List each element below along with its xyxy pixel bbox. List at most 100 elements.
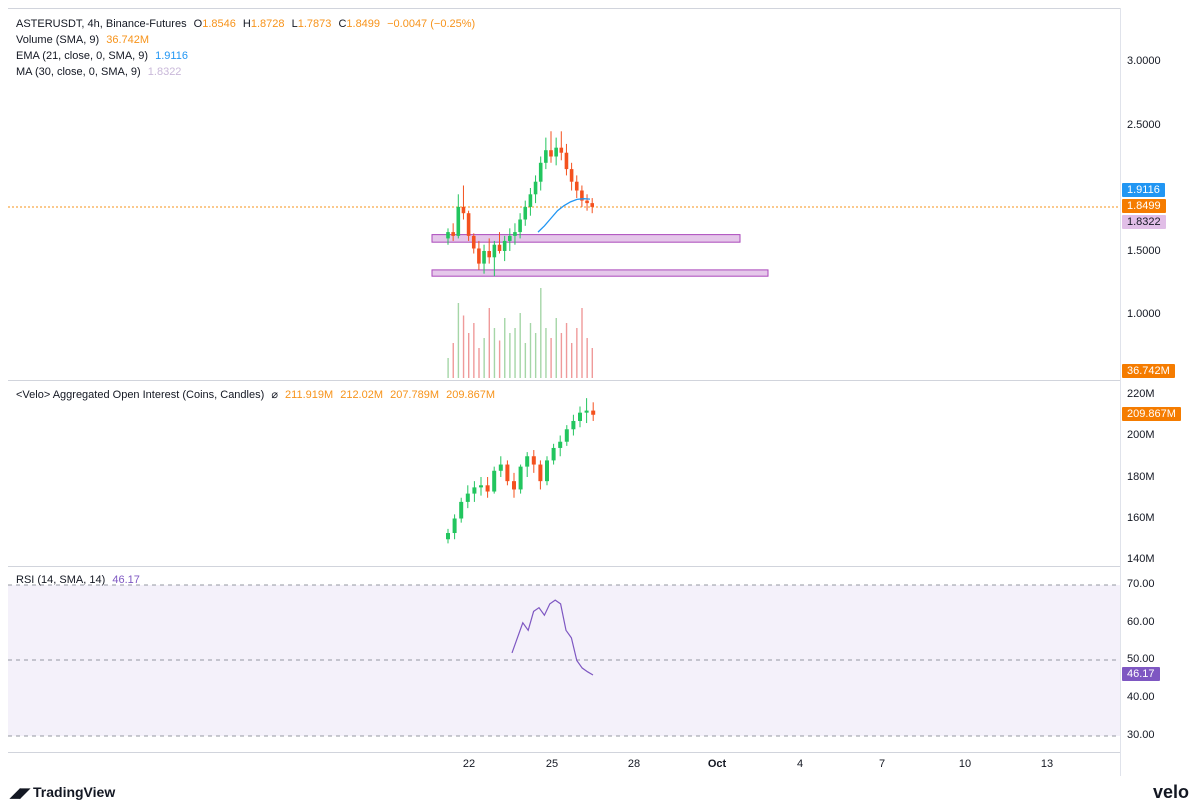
volume-bar [498, 340, 501, 378]
candle-body [513, 232, 517, 236]
oi-candle-body [564, 429, 569, 442]
volume-bars [447, 288, 593, 378]
velo-watermark: velo [1153, 782, 1190, 802]
price-legend: ASTERUSDT, 4h, Binance-Futures O1.8546 H… [16, 16, 475, 32]
oi-value-3: 207.789M [390, 389, 440, 401]
candle-body [446, 232, 450, 239]
time-axis-border [8, 752, 1120, 753]
volume-bar [452, 343, 454, 378]
oi-candle-body [505, 464, 510, 482]
oi-candle-body [538, 464, 543, 482]
oi-candle-body [512, 481, 516, 490]
open-interest-candles [446, 398, 596, 544]
rsi-line [511, 599, 594, 676]
oi-axis-label: 160M [1127, 512, 1155, 524]
support-zone [431, 269, 769, 277]
volume-bar [571, 343, 573, 378]
volume-bar [524, 343, 527, 378]
candle-body [492, 244, 497, 258]
candle-body [523, 206, 528, 220]
oi-candle-body [578, 412, 582, 421]
candle-body [544, 150, 548, 163]
candle-body [477, 248, 481, 264]
oi-candle-body [479, 485, 483, 488]
candle-body [580, 190, 584, 201]
price-candles [446, 131, 594, 277]
candle-body [456, 206, 461, 236]
volume-bar [514, 328, 516, 378]
candle-body [559, 147, 564, 153]
volume-bar [545, 328, 547, 378]
time-axis-label: 13 [1040, 758, 1054, 770]
volume-bar [457, 303, 460, 378]
volume-bar [586, 338, 588, 378]
candle-body [508, 235, 512, 241]
pane-separator-price-oi[interactable] [8, 380, 1120, 381]
ma-label[interactable]: MA (30, close, 0, SMA, 9) [16, 66, 141, 78]
ema-price-tag: 1.9116 [1122, 183, 1165, 197]
support-zones [431, 234, 769, 277]
pane-separator-oi-rsi[interactable] [8, 566, 1120, 567]
oi-candle-body [498, 464, 503, 471]
high-label: H [242, 18, 251, 30]
oi-symbol: ⌀ [271, 389, 278, 401]
volume-bar [509, 333, 511, 378]
symbol-title[interactable]: ASTERUSDT, 4h, Binance-Futures [16, 18, 187, 30]
volume-bar [473, 323, 475, 378]
close-price-tag: 1.8499 [1122, 199, 1166, 213]
oi-candle-body [459, 501, 464, 519]
candle-body [487, 251, 491, 258]
ema-line [537, 198, 591, 233]
ma-value: 1.8322 [147, 66, 182, 78]
price-axis[interactable] [1120, 8, 1200, 776]
volume-bar [493, 328, 496, 378]
candle-body [466, 213, 471, 236]
change-value: −0.0047 (−0.25%) [387, 18, 476, 30]
volume-bar [581, 308, 583, 378]
volume-bar [478, 348, 480, 378]
rsi-legend: RSI (14, SMA, 14) 46.17 [16, 572, 140, 588]
candle-body [461, 206, 466, 214]
tradingview-logo[interactable]: ◢◤ TradingView [10, 784, 115, 801]
rsi-label[interactable]: RSI (14, SMA, 14) [16, 574, 106, 586]
volume-label[interactable]: Volume (SMA, 9) [16, 34, 100, 46]
candle-body [564, 152, 569, 170]
tradingview-brand: TradingView [33, 784, 116, 800]
oi-candle-body [558, 441, 563, 448]
ma-price-tag: 1.8322 [1122, 215, 1166, 229]
rsi-axis-label: 70.00 [1127, 578, 1155, 590]
volume-bar [540, 288, 542, 378]
ema-label[interactable]: EMA (21, close, 0, SMA, 9) [16, 50, 149, 62]
oi-candle-body [531, 456, 536, 465]
ma-legend: MA (30, close, 0, SMA, 9) 1.8322 [16, 64, 181, 80]
oi-candle-body [446, 533, 450, 540]
oi-candle-body [472, 487, 477, 494]
candle-body [549, 150, 553, 157]
oi-legend: <Velo> Aggregated Open Interest (Coins, … [16, 387, 495, 403]
oi-candle-body [591, 410, 596, 415]
time-axis-label: 28 [627, 758, 641, 770]
candle-body [451, 232, 455, 236]
time-axis-label: 25 [545, 758, 559, 770]
volume-bar [534, 333, 537, 378]
volume-bar [560, 333, 563, 378]
candle-body [538, 162, 543, 182]
oi-label[interactable]: <Velo> Aggregated Open Interest (Coins, … [16, 389, 265, 401]
candle-body [497, 244, 502, 251]
candle-body [590, 203, 594, 207]
oi-candle-body [465, 493, 470, 502]
candle-body [574, 181, 579, 191]
low-label: L [291, 18, 298, 30]
high-value: 1.8728 [250, 18, 285, 30]
candle-body [528, 194, 533, 207]
volume-bar [591, 348, 593, 378]
low-value: 1.7873 [297, 18, 332, 30]
oi-value-4: 209.867M [446, 389, 496, 401]
support-zone [431, 234, 741, 243]
ema-value: 1.9116 [155, 50, 188, 62]
oi-value-tag: 209.867M [1122, 407, 1181, 421]
rsi-value: 46.17 [112, 574, 140, 586]
oi-candle-body [492, 470, 497, 492]
candle-body [502, 240, 507, 251]
